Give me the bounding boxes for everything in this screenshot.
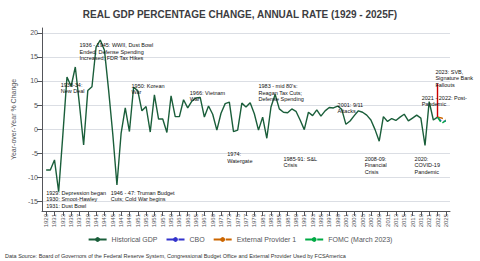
svg-text:REAL GDP PERCENTAGE CHANGE, AN: REAL GDP PERCENTAGE CHANGE, ANNUAL RATE … xyxy=(83,9,397,20)
svg-text:2017: 2017 xyxy=(410,213,416,227)
svg-text:Historical GDP: Historical GDP xyxy=(112,236,158,243)
svg-text:FOMC (March 2023): FOMC (March 2023) xyxy=(328,236,392,244)
svg-text:Ended, Defense Spending: Ended, Defense Spending xyxy=(79,49,143,55)
svg-text:1950: Korean: 1950: Korean xyxy=(132,83,165,89)
svg-text:-15: -15 xyxy=(28,198,38,205)
svg-text:Increased; FDR Tax Hikes: Increased; FDR Tax Hikes xyxy=(79,55,143,61)
svg-text:1967: 1967 xyxy=(201,213,207,227)
svg-text:1949: 1949 xyxy=(126,213,132,227)
svg-text:2008-09:: 2008-09: xyxy=(365,156,387,162)
svg-text:1966: Vietnam: 1966: Vietnam xyxy=(190,90,226,96)
svg-text:2013: 2013 xyxy=(393,213,399,227)
svg-text:2019: 2019 xyxy=(418,213,424,227)
svg-text:2007: 2007 xyxy=(368,213,374,227)
svg-text:War: War xyxy=(190,96,200,102)
svg-text:Signature Bank: Signature Bank xyxy=(435,75,473,81)
svg-text:New Deal: New Deal xyxy=(61,88,85,94)
svg-text:Crisis: Crisis xyxy=(365,169,379,175)
svg-text:1953: 1953 xyxy=(143,213,149,227)
svg-text:1929: 1929 xyxy=(43,213,49,227)
svg-text:2023: SVB,: 2023: SVB, xyxy=(435,69,463,75)
svg-text:2025: 2025 xyxy=(443,213,449,227)
svg-text:COVID-19: COVID-19 xyxy=(415,162,440,168)
svg-text:Defense Spending: Defense Spending xyxy=(258,96,303,102)
svg-text:Financial: Financial xyxy=(365,162,387,168)
svg-text:1974:: 1974: xyxy=(227,151,241,157)
svg-text:1941: 1941 xyxy=(93,213,99,227)
svg-text:1930: Smoot-Hawley: 1930: Smoot-Hawley xyxy=(46,196,97,202)
svg-text:1993: 1993 xyxy=(310,213,316,227)
svg-text:Attacks: Attacks xyxy=(338,108,356,114)
svg-text:1935: 1935 xyxy=(68,213,74,227)
svg-text:1931: Dust Bowl: 1931: Dust Bowl xyxy=(46,203,86,209)
svg-text:1985-91: S&L: 1985-91: S&L xyxy=(283,156,317,162)
svg-text:1936 - 1945: WWII, Dust Bowl: 1936 - 1945: WWII, Dust Bowl xyxy=(79,42,153,48)
svg-text:1973: 1973 xyxy=(226,213,232,227)
svg-text:1929: Depression began: 1929: Depression began xyxy=(46,190,106,196)
svg-text:-10: -10 xyxy=(28,174,38,181)
svg-text:1983 - mid 80's:: 1983 - mid 80's: xyxy=(258,83,297,89)
svg-text:Data Source: Board of Governor: Data Source: Board of Governors of the F… xyxy=(5,253,347,259)
svg-text:1955: 1955 xyxy=(151,213,157,227)
svg-text:Watergate: Watergate xyxy=(227,158,252,164)
svg-text:Cuts; Cold War begins: Cuts; Cold War begins xyxy=(111,196,166,202)
svg-text:1971: 1971 xyxy=(218,213,224,227)
svg-text:War: War xyxy=(132,89,142,95)
svg-text:2021: 2021 xyxy=(426,213,432,227)
svg-text:1957: 1957 xyxy=(160,213,166,227)
svg-text:1931: 1931 xyxy=(51,213,57,227)
svg-text:1947: 1947 xyxy=(118,213,124,227)
svg-text:1965: 1965 xyxy=(193,213,199,227)
svg-text:1933-34:: 1933-34: xyxy=(61,82,83,88)
svg-text:1961: 1961 xyxy=(176,213,182,227)
svg-text:1946 - 47: Truman Budget: 1946 - 47: Truman Budget xyxy=(111,190,175,196)
svg-text:1963: 1963 xyxy=(185,213,191,227)
svg-text:Pandemic: Pandemic xyxy=(415,169,440,175)
svg-text:2001: 2001 xyxy=(343,213,349,227)
svg-text:1977: 1977 xyxy=(243,213,249,227)
svg-text:2005: 2005 xyxy=(360,213,366,227)
svg-text:-5: -5 xyxy=(32,150,38,157)
svg-text:1999: 1999 xyxy=(335,213,341,227)
svg-text:2023: 2023 xyxy=(435,213,441,227)
svg-text:0: 0 xyxy=(34,126,38,133)
svg-text:1939: 1939 xyxy=(85,213,91,227)
svg-text:Pandemic: Pandemic xyxy=(422,101,447,107)
svg-text:Year-over-Year % Change: Year-over-Year % Change xyxy=(10,79,18,160)
svg-text:2009: 2009 xyxy=(376,213,382,227)
svg-text:2003: 2003 xyxy=(351,213,357,227)
svg-text:1991: 1991 xyxy=(301,213,307,227)
svg-text:2015: 2015 xyxy=(401,213,407,227)
svg-text:1995: 1995 xyxy=(318,213,324,227)
svg-text:15: 15 xyxy=(30,53,38,60)
svg-text:Reagan Tax Cuts;: Reagan Tax Cuts; xyxy=(258,90,302,96)
svg-text:1975: 1975 xyxy=(235,213,241,227)
svg-text:1937: 1937 xyxy=(76,213,82,227)
svg-text:1979: 1979 xyxy=(251,213,257,227)
svg-text:Fallouts: Fallouts xyxy=(435,82,455,88)
svg-text:1959: 1959 xyxy=(168,213,174,227)
svg-text:2001: 9/11: 2001: 9/11 xyxy=(338,102,364,108)
svg-text:CBO: CBO xyxy=(190,236,206,243)
svg-text:2021 - 2022: Post-: 2021 - 2022: Post- xyxy=(422,95,467,101)
svg-text:2011: 2011 xyxy=(385,213,391,227)
svg-text:1981: 1981 xyxy=(260,213,266,227)
svg-text:1985: 1985 xyxy=(276,213,282,227)
svg-text:1945: 1945 xyxy=(110,213,116,227)
svg-text:1969: 1969 xyxy=(210,213,216,227)
svg-text:5: 5 xyxy=(34,102,38,109)
svg-text:1987: 1987 xyxy=(285,213,291,227)
svg-text:External Provider 1: External Provider 1 xyxy=(237,236,297,243)
svg-text:Crisis: Crisis xyxy=(283,162,297,168)
svg-text:1943: 1943 xyxy=(101,213,107,227)
svg-text:20: 20 xyxy=(30,29,38,36)
svg-text:1997: 1997 xyxy=(326,213,332,227)
svg-text:1983: 1983 xyxy=(268,213,274,227)
svg-text:1989: 1989 xyxy=(293,213,299,227)
svg-text:1933: 1933 xyxy=(60,213,66,227)
svg-text:2020:: 2020: xyxy=(415,156,429,162)
svg-text:1951: 1951 xyxy=(135,213,141,227)
svg-text:10: 10 xyxy=(30,77,38,84)
